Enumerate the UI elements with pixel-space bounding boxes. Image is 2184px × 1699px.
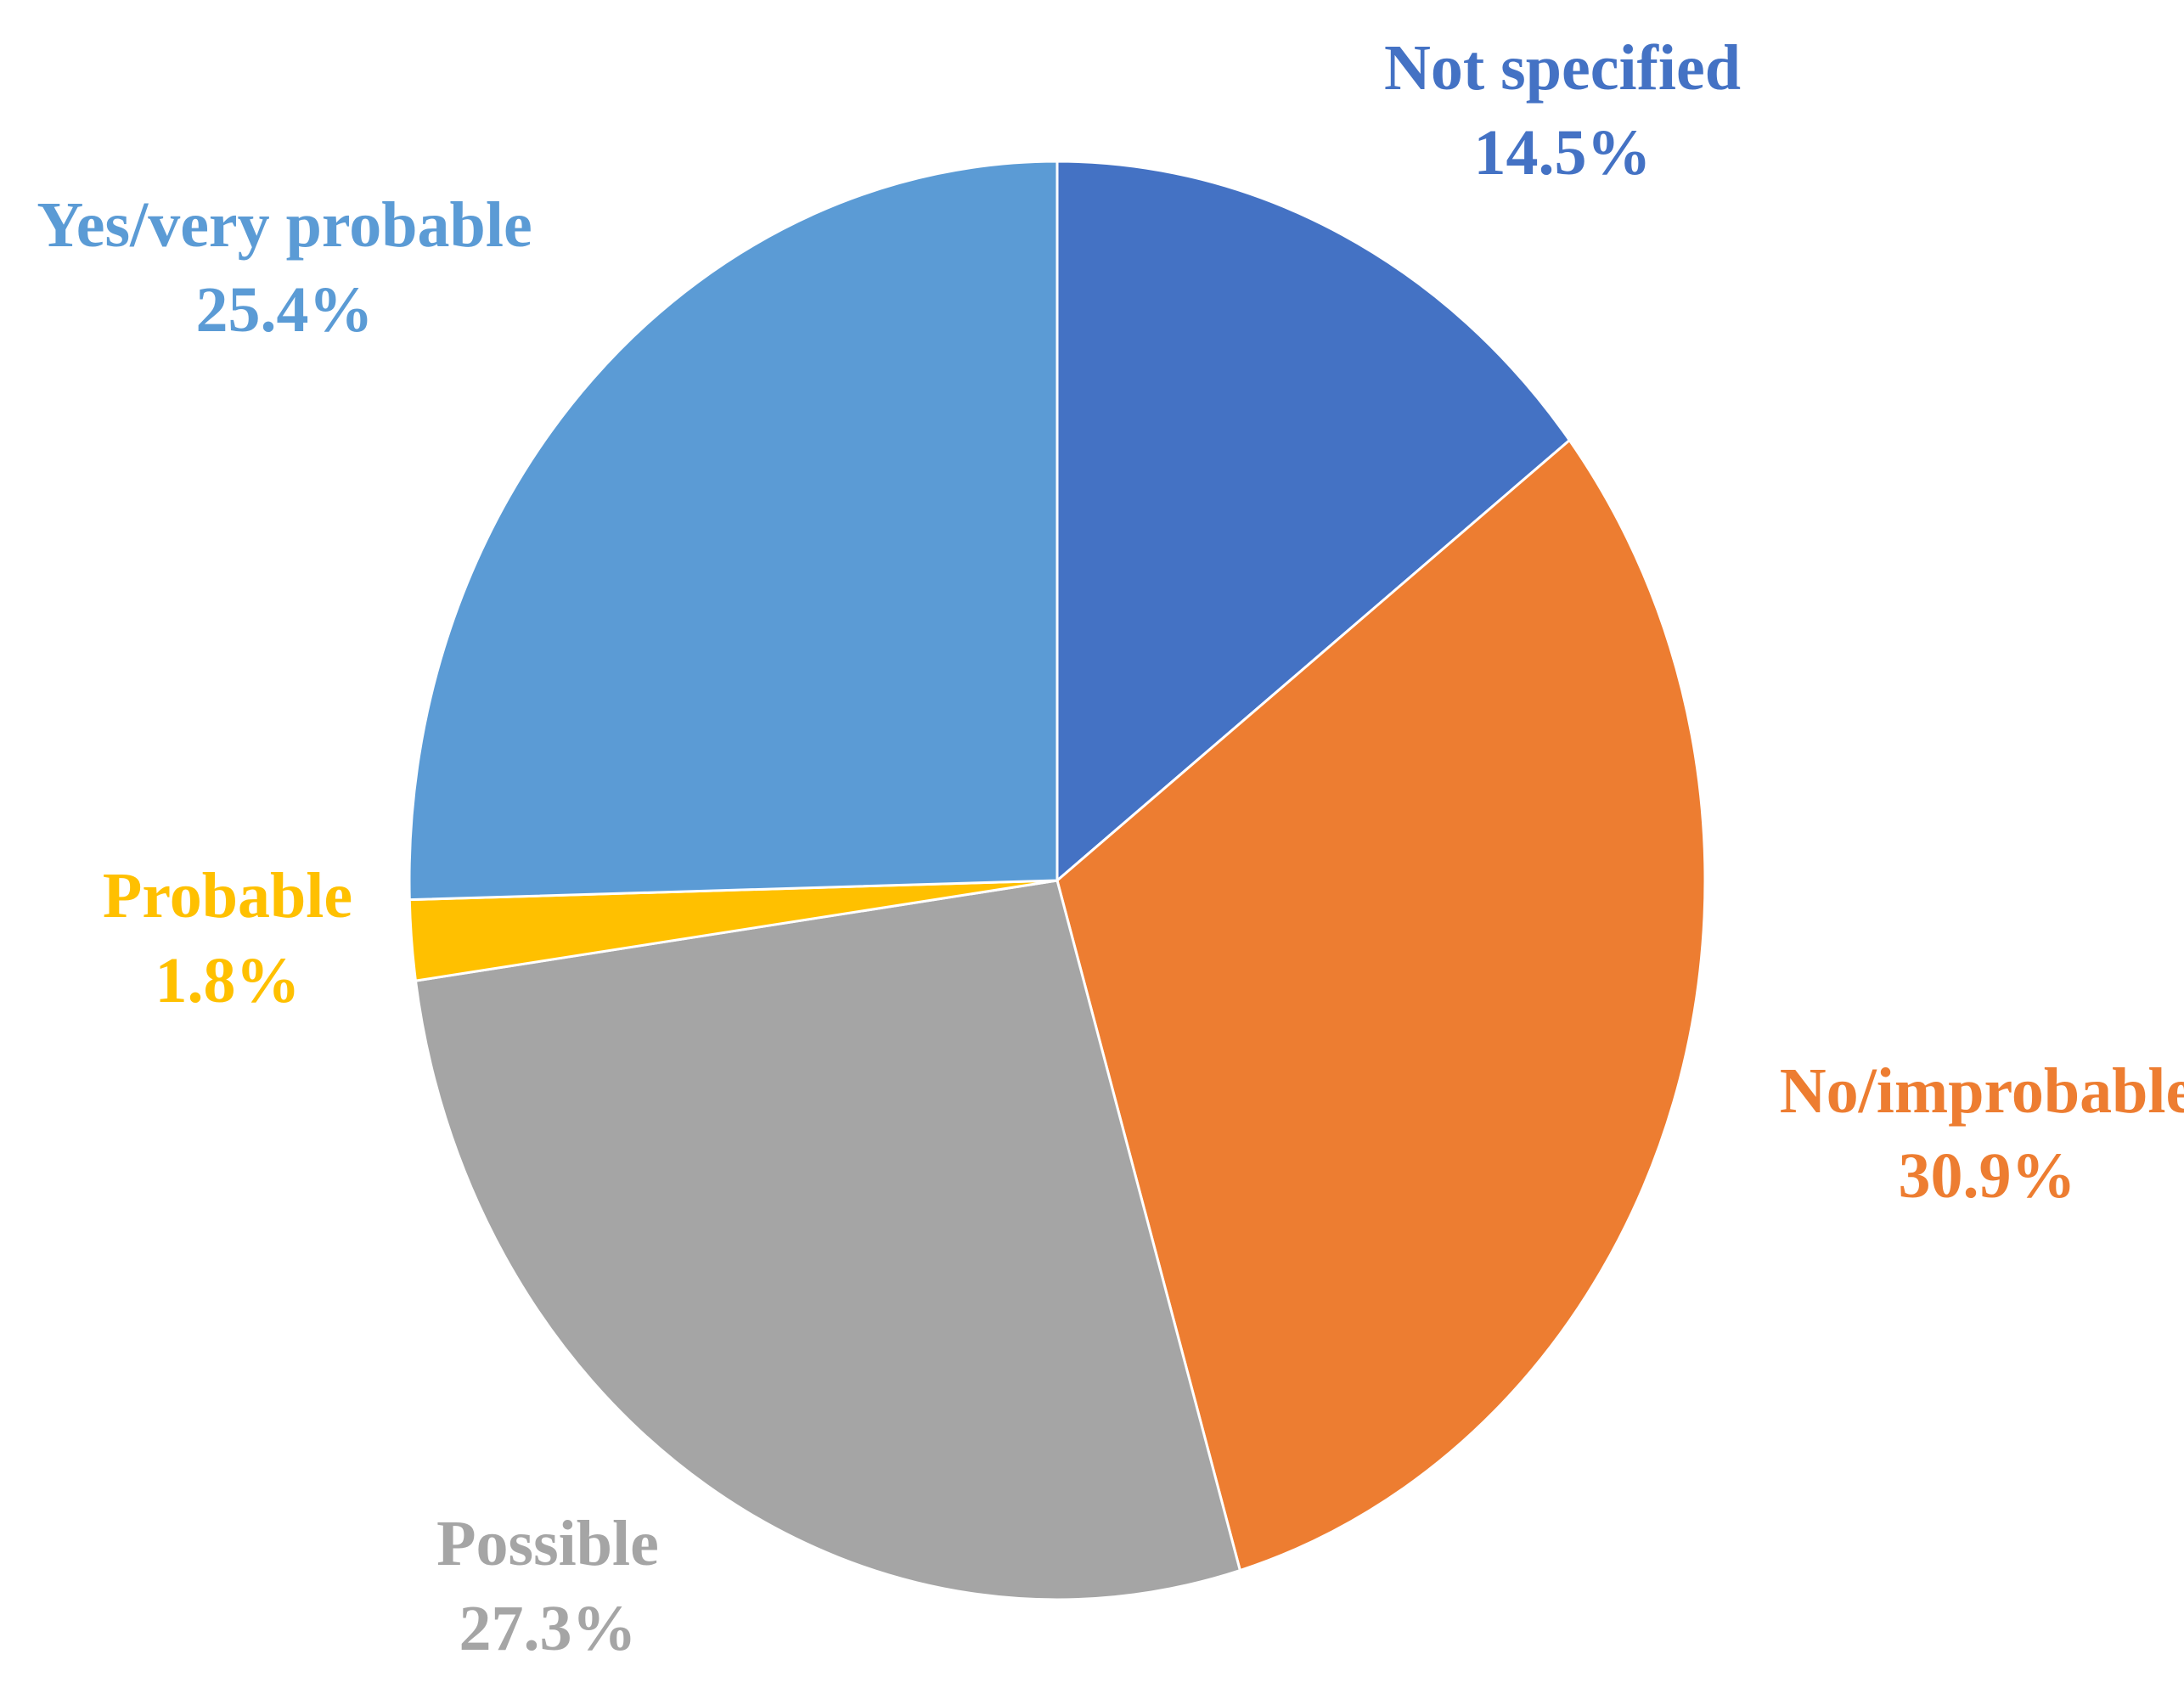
slice-label: Not specified — [1384, 32, 1741, 104]
slice-value-label: 25.4% — [196, 274, 374, 346]
pie-slice-not-specified — [1055, 160, 1572, 884]
pie-slice-yes-very-probable — [408, 160, 1059, 902]
slice-value-label: 14.5% — [1474, 117, 1652, 188]
pie-slice-no-improbable — [1055, 438, 1707, 1572]
pie-slices — [408, 160, 1707, 1601]
slice-value-label: 1.8% — [155, 945, 301, 1016]
slice-value-label: 30.9% — [1899, 1140, 2076, 1212]
slice-label: Probable — [103, 860, 352, 931]
slice-label: Yes/very probable — [37, 189, 532, 261]
pie-slice-possible — [414, 879, 1242, 1601]
pie-labels: Not specified 14.5% No/improbable 30.9% Poss… — [37, 32, 2184, 1664]
slice-label: Possible — [436, 1508, 659, 1579]
slice-label: No/improbable — [1780, 1055, 2184, 1127]
slice-value-label: 27.3% — [459, 1593, 637, 1664]
